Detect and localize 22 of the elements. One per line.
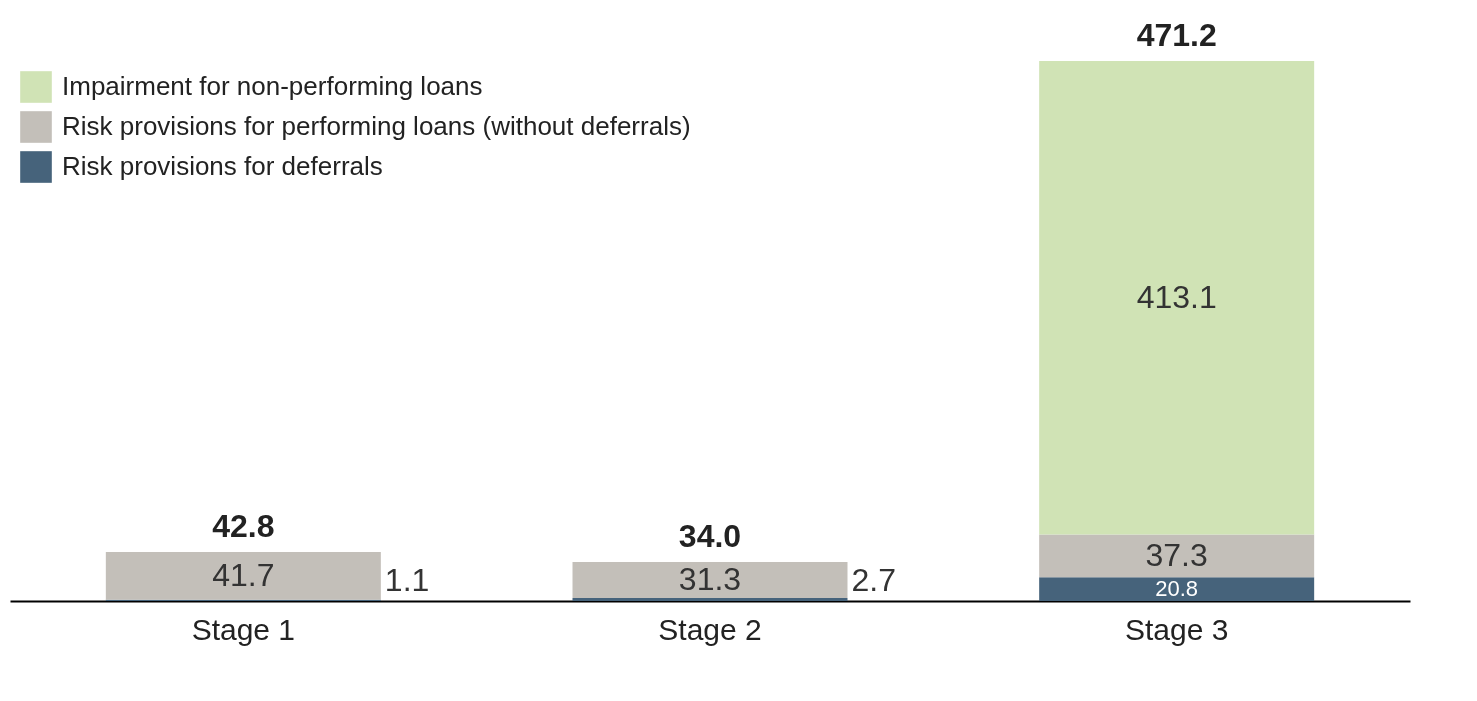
- bar: [1039, 61, 1315, 535]
- x-tick-label: Stage 2: [658, 612, 762, 646]
- total-label: 34.0: [678, 518, 742, 555]
- total-label: 471.2: [1136, 17, 1217, 53]
- x-tick-label: Stage 3: [1124, 612, 1229, 646]
- bar: [1039, 534, 1315, 578]
- data-label: 31.3: [678, 560, 742, 597]
- legend-label: Impairment for non-performing loans: [62, 71, 483, 101]
- data-label: 2.7: [851, 562, 896, 598]
- legend-label: Risk provisions for deferrals: [62, 151, 383, 181]
- total-label: 42.8: [212, 507, 275, 544]
- bar: [572, 562, 848, 598]
- data-label: 1.1: [384, 562, 430, 598]
- data-label: 413.1: [1136, 278, 1217, 315]
- bar: [572, 597, 848, 601]
- bar: [1039, 577, 1315, 601]
- data-label: 37.3: [1145, 536, 1208, 573]
- legend-label: Risk provisions for performing loans (without deferrals): [62, 111, 691, 141]
- x-tick-label: Stage 1: [191, 612, 296, 646]
- bar: [105, 551, 381, 600]
- data-label: 20.8: [1155, 576, 1199, 602]
- data-label: 41.7: [212, 556, 275, 593]
